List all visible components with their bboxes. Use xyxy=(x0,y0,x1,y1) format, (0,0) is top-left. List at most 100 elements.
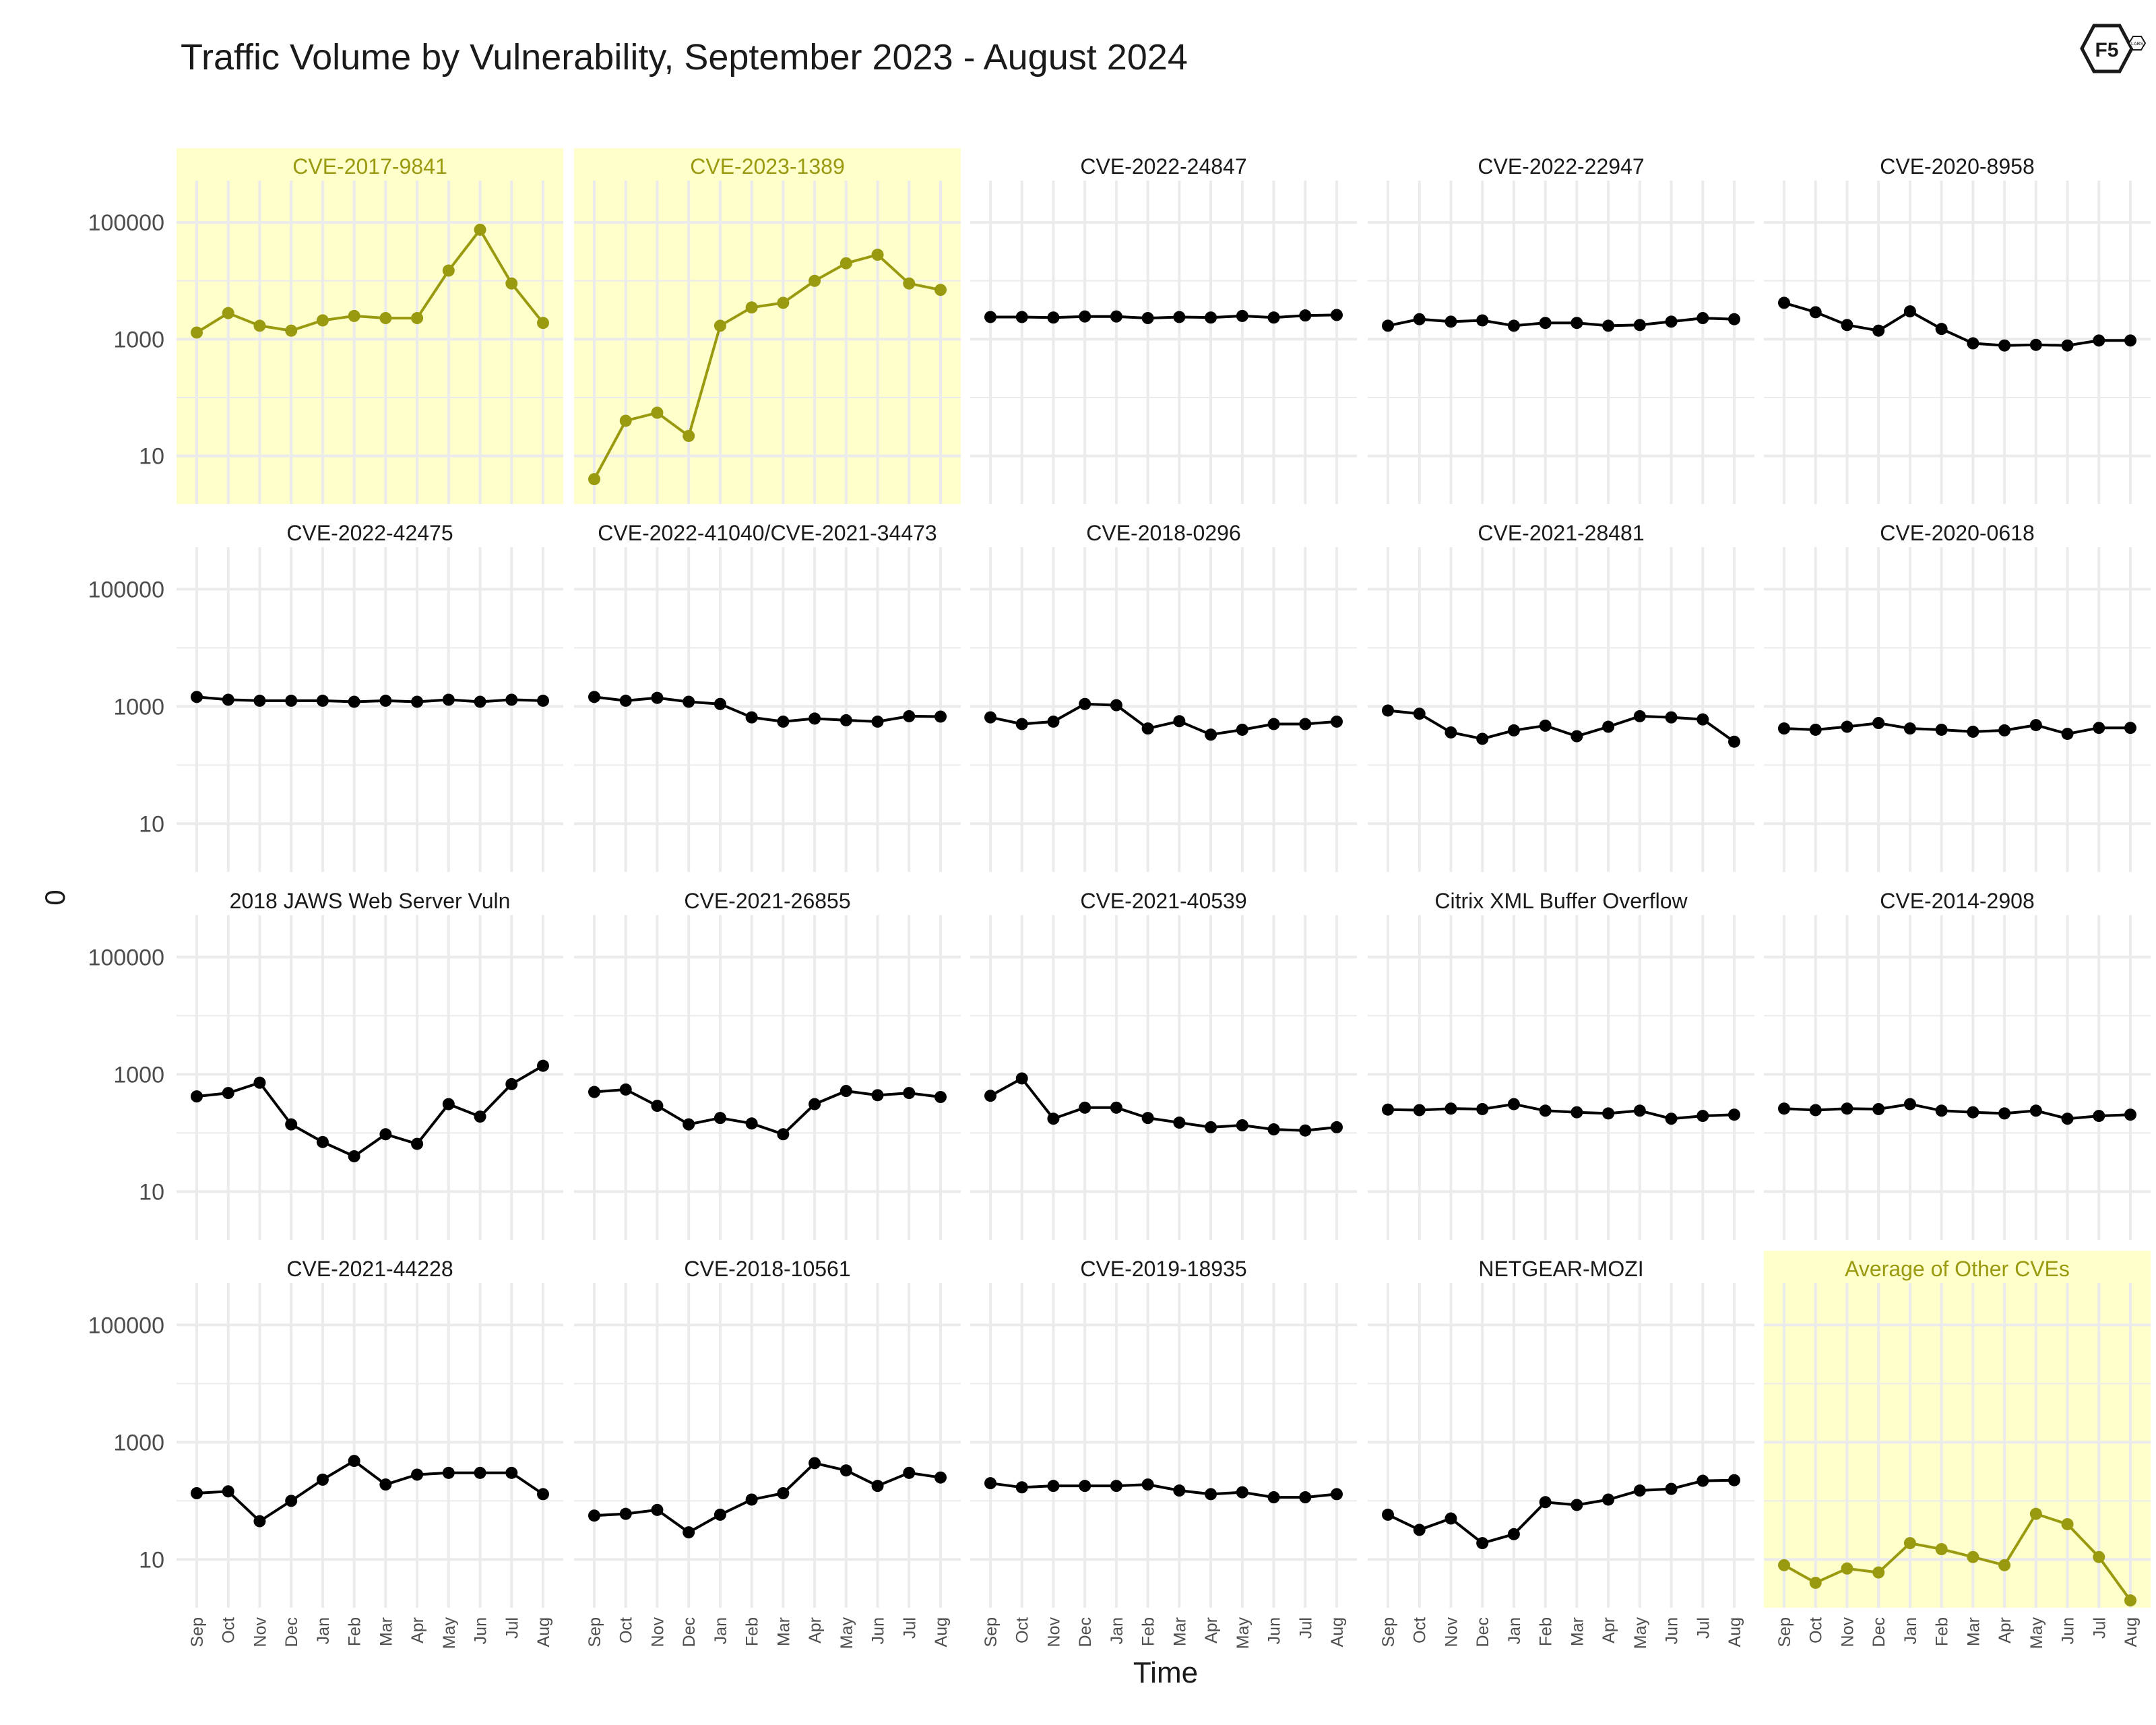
data-point xyxy=(1809,723,1822,736)
data-point xyxy=(1236,1486,1248,1499)
data-point xyxy=(1935,323,1948,336)
data-point xyxy=(1872,1102,1885,1115)
data-point xyxy=(1015,1481,1028,1494)
data-point xyxy=(651,691,664,704)
data-point xyxy=(1665,711,1678,724)
data-point xyxy=(903,1466,916,1479)
data-point xyxy=(871,1480,884,1493)
data-point xyxy=(191,691,203,703)
data-point xyxy=(1507,1528,1520,1540)
data-point xyxy=(1205,1488,1217,1501)
panel-title: CVE-2017-9841 xyxy=(292,154,447,179)
data-point xyxy=(1602,1493,1615,1506)
data-point xyxy=(1507,724,1520,736)
data-point xyxy=(379,694,392,707)
data-point xyxy=(411,1468,424,1481)
panel: CVE-2019-18935 Sep Oct Nov Dec Jan Feb Mar Apr Ma… xyxy=(970,1257,1357,1649)
x-tick-label: Jan xyxy=(314,1617,333,1644)
data-point xyxy=(777,1487,790,1500)
data-point xyxy=(1967,337,1979,350)
data-point xyxy=(2093,334,2105,347)
data-point xyxy=(2124,1594,2136,1607)
data-point xyxy=(1047,311,1060,324)
data-point xyxy=(411,1137,424,1150)
data-point xyxy=(442,1098,455,1110)
y-tick-label: 100000 xyxy=(88,1313,164,1338)
data-point xyxy=(1267,718,1280,730)
series-line xyxy=(1387,1478,1735,1545)
data-point xyxy=(191,1090,203,1103)
data-point xyxy=(1665,1112,1678,1125)
series-line xyxy=(594,1088,941,1136)
data-point xyxy=(1382,704,1394,717)
data-point xyxy=(1571,1499,1583,1511)
y-tick-label: 100000 xyxy=(88,945,164,970)
data-point xyxy=(1841,319,1853,332)
data-point xyxy=(1079,1101,1091,1114)
data-point xyxy=(1903,305,1916,318)
x-tick-label: Dec xyxy=(1076,1617,1095,1647)
data-point xyxy=(1110,699,1122,712)
data-point xyxy=(285,1495,298,1507)
data-point xyxy=(1079,1480,1091,1493)
data-point xyxy=(316,1473,329,1486)
x-tick-label: Oct xyxy=(1013,1617,1032,1643)
data-point xyxy=(316,314,329,327)
data-point xyxy=(1602,720,1615,733)
panel-title: CVE-2021-26855 xyxy=(684,889,850,913)
x-tick-label: Aug xyxy=(2122,1617,2141,1647)
data-point xyxy=(745,711,758,724)
data-point xyxy=(222,307,234,319)
panel: CVE-2022-41040/CVE-2021-34473 xyxy=(574,521,961,872)
data-point xyxy=(1205,311,1217,324)
data-point xyxy=(1299,1124,1312,1137)
x-tick-label: Dec xyxy=(680,1617,699,1647)
data-point xyxy=(537,694,549,707)
data-point xyxy=(1571,317,1583,330)
x-tick-label: Mar xyxy=(1568,1617,1587,1646)
data-point xyxy=(984,1090,996,1102)
data-point xyxy=(1665,1482,1678,1495)
x-tick-label: Jul xyxy=(2090,1617,2109,1639)
data-point xyxy=(474,1466,486,1479)
data-point xyxy=(285,324,298,337)
data-point xyxy=(1476,732,1489,745)
y-tick-label: 10 xyxy=(139,444,164,470)
panel-title: NETGEAR-MOZI xyxy=(1478,1257,1643,1281)
data-point xyxy=(253,319,266,332)
data-point xyxy=(1633,710,1646,722)
series-line xyxy=(990,313,1337,320)
panel: Citrix XML Buffer Overflow xyxy=(1368,889,1754,1240)
data-point xyxy=(253,694,266,707)
x-tick-label: Jan xyxy=(1108,1617,1127,1644)
data-point xyxy=(1809,1576,1822,1589)
data-point xyxy=(537,317,549,330)
data-point xyxy=(1778,722,1790,735)
data-point xyxy=(1267,1491,1280,1504)
data-point xyxy=(1841,720,1853,733)
x-tick-label: May xyxy=(1234,1617,1253,1650)
data-point xyxy=(839,257,852,270)
data-point xyxy=(745,1493,758,1506)
data-point xyxy=(1299,718,1312,730)
series-line xyxy=(1387,709,1736,743)
data-point xyxy=(1299,1491,1312,1504)
data-point xyxy=(1047,715,1060,728)
data-point xyxy=(1872,324,1885,337)
data-point xyxy=(1110,1480,1122,1493)
data-point xyxy=(588,473,600,486)
x-tick-label: Mar xyxy=(1964,1617,1983,1646)
data-point xyxy=(348,695,360,708)
x-tick-label: Jun xyxy=(1265,1617,1284,1644)
x-tick-label: Jun xyxy=(1663,1617,1682,1644)
data-point xyxy=(1809,1104,1822,1117)
data-point xyxy=(1507,1098,1520,1110)
y-tick-label: 100000 xyxy=(88,210,164,236)
y-tick-label: 100000 xyxy=(88,577,164,602)
data-point xyxy=(1445,1512,1457,1525)
data-point xyxy=(222,693,234,706)
x-tick-label: Jan xyxy=(1505,1617,1524,1644)
x-tick-label: Jun xyxy=(2059,1617,2078,1644)
panel: CVE-2021-40539 xyxy=(970,889,1357,1240)
